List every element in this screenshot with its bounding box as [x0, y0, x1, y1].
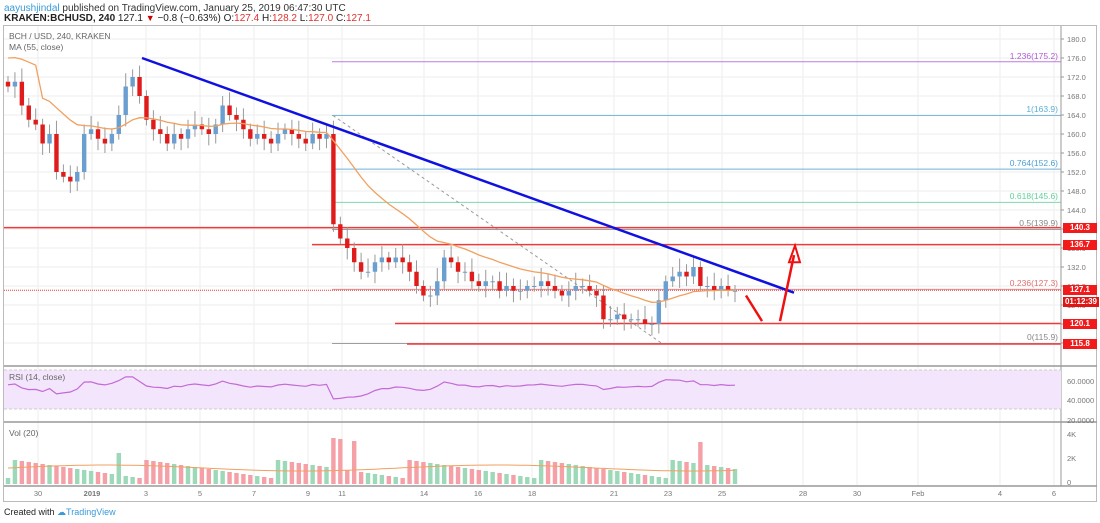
high-label: H:	[261, 13, 272, 24]
low-label: L:	[299, 13, 309, 24]
svg-text:0: 0	[1067, 478, 1071, 487]
svg-text:144.0: 144.0	[1067, 206, 1086, 215]
svg-text:9: 9	[306, 489, 310, 498]
author-link[interactable]: aayushjindal	[4, 3, 60, 14]
svg-text:25: 25	[718, 489, 726, 498]
svg-text:16: 16	[474, 489, 482, 498]
price-tag: 115.8	[1063, 338, 1097, 349]
fib-level-label: 0.236(127.3)	[1009, 278, 1058, 289]
created-with-text: Created with	[4, 507, 55, 517]
tradingview-brand[interactable]: TradingView	[66, 507, 116, 517]
last-price: 127.1	[117, 13, 143, 24]
svg-text:152.0: 152.0	[1067, 168, 1086, 177]
svg-text:4: 4	[998, 489, 1002, 498]
svg-text:20.0000: 20.0000	[1067, 416, 1094, 425]
svg-text:18: 18	[528, 489, 536, 498]
price-tag: 127.1	[1063, 285, 1097, 296]
ma-legend: MA (55, close)	[9, 42, 64, 52]
high-value: 128.2	[271, 13, 297, 24]
svg-text:30: 30	[34, 489, 42, 498]
tradingview-logo-icon: ☁	[57, 507, 67, 517]
svg-text:180.0: 180.0	[1067, 35, 1086, 44]
fib-level-label: 1(163.9)	[1026, 104, 1058, 115]
svg-text:164.0: 164.0	[1067, 111, 1086, 120]
rsi-legend: RSI (14, close)	[9, 372, 66, 382]
svg-text:28: 28	[799, 489, 807, 498]
svg-text:176.0: 176.0	[1067, 54, 1086, 63]
svg-text:40.0000: 40.0000	[1067, 396, 1094, 405]
svg-text:6: 6	[1052, 489, 1056, 498]
svg-text:2019: 2019	[84, 489, 101, 498]
footer: Created with ☁TradingView	[4, 507, 116, 518]
svg-text:5: 5	[198, 489, 202, 498]
svg-text:Feb: Feb	[912, 489, 925, 498]
svg-text:148.0: 148.0	[1067, 187, 1086, 196]
svg-text:30: 30	[853, 489, 861, 498]
svg-text:11: 11	[338, 489, 346, 498]
svg-text:168.0: 168.0	[1067, 92, 1086, 101]
symbol-info: KRAKEN:BCHUSD, 240 127.1 ▼ −0.8 (−0.63%)…	[4, 13, 371, 24]
symbol: KRAKEN:BCHUSD, 240	[4, 13, 116, 24]
svg-text:4K: 4K	[1067, 430, 1076, 439]
chart-title-legend: BCH / USD, 240, KRAKEN	[9, 31, 111, 41]
svg-text:23: 23	[664, 489, 672, 498]
open-label: O:	[223, 13, 235, 24]
fib-level-label: 0.764(152.6)	[1009, 158, 1058, 169]
price-change: −0.8 (−0.63%)	[157, 13, 221, 24]
svg-text:14: 14	[420, 489, 428, 498]
publish-text: published on TradingView.com, January 25…	[62, 3, 346, 14]
svg-text:160.0: 160.0	[1067, 130, 1086, 139]
svg-text:60.0000: 60.0000	[1067, 377, 1094, 386]
countdown-tag: 01:12:39	[1063, 296, 1099, 307]
volume-legend: Vol (20)	[9, 428, 39, 438]
fib-level-label: 0.618(145.6)	[1009, 191, 1058, 202]
low-value: 127.0	[308, 13, 334, 24]
svg-text:132.0: 132.0	[1067, 263, 1086, 272]
fib-level-label: 0.5(139.9)	[1019, 218, 1058, 229]
close-value: 127.1	[345, 13, 371, 24]
fib-level-label: 0(115.9)	[1026, 332, 1058, 343]
svg-text:156.0: 156.0	[1067, 149, 1086, 158]
svg-text:2K: 2K	[1067, 454, 1076, 463]
svg-text:21: 21	[610, 489, 618, 498]
down-triangle-icon: ▼	[145, 13, 155, 23]
price-tag: 136.7	[1063, 239, 1097, 250]
price-tag: 120.1	[1063, 318, 1097, 329]
publish-info: aayushjindal published on TradingView.co…	[4, 3, 346, 14]
fib-level-label: 1.236(175.2)	[1009, 50, 1058, 61]
price-tag: 140.3	[1063, 222, 1097, 233]
open-value: 127.4	[234, 13, 260, 24]
close-label: C:	[335, 13, 346, 24]
svg-text:172.0: 172.0	[1067, 73, 1086, 82]
svg-text:7: 7	[252, 489, 256, 498]
svg-text:3: 3	[144, 489, 148, 498]
chart-frame	[3, 25, 1097, 502]
